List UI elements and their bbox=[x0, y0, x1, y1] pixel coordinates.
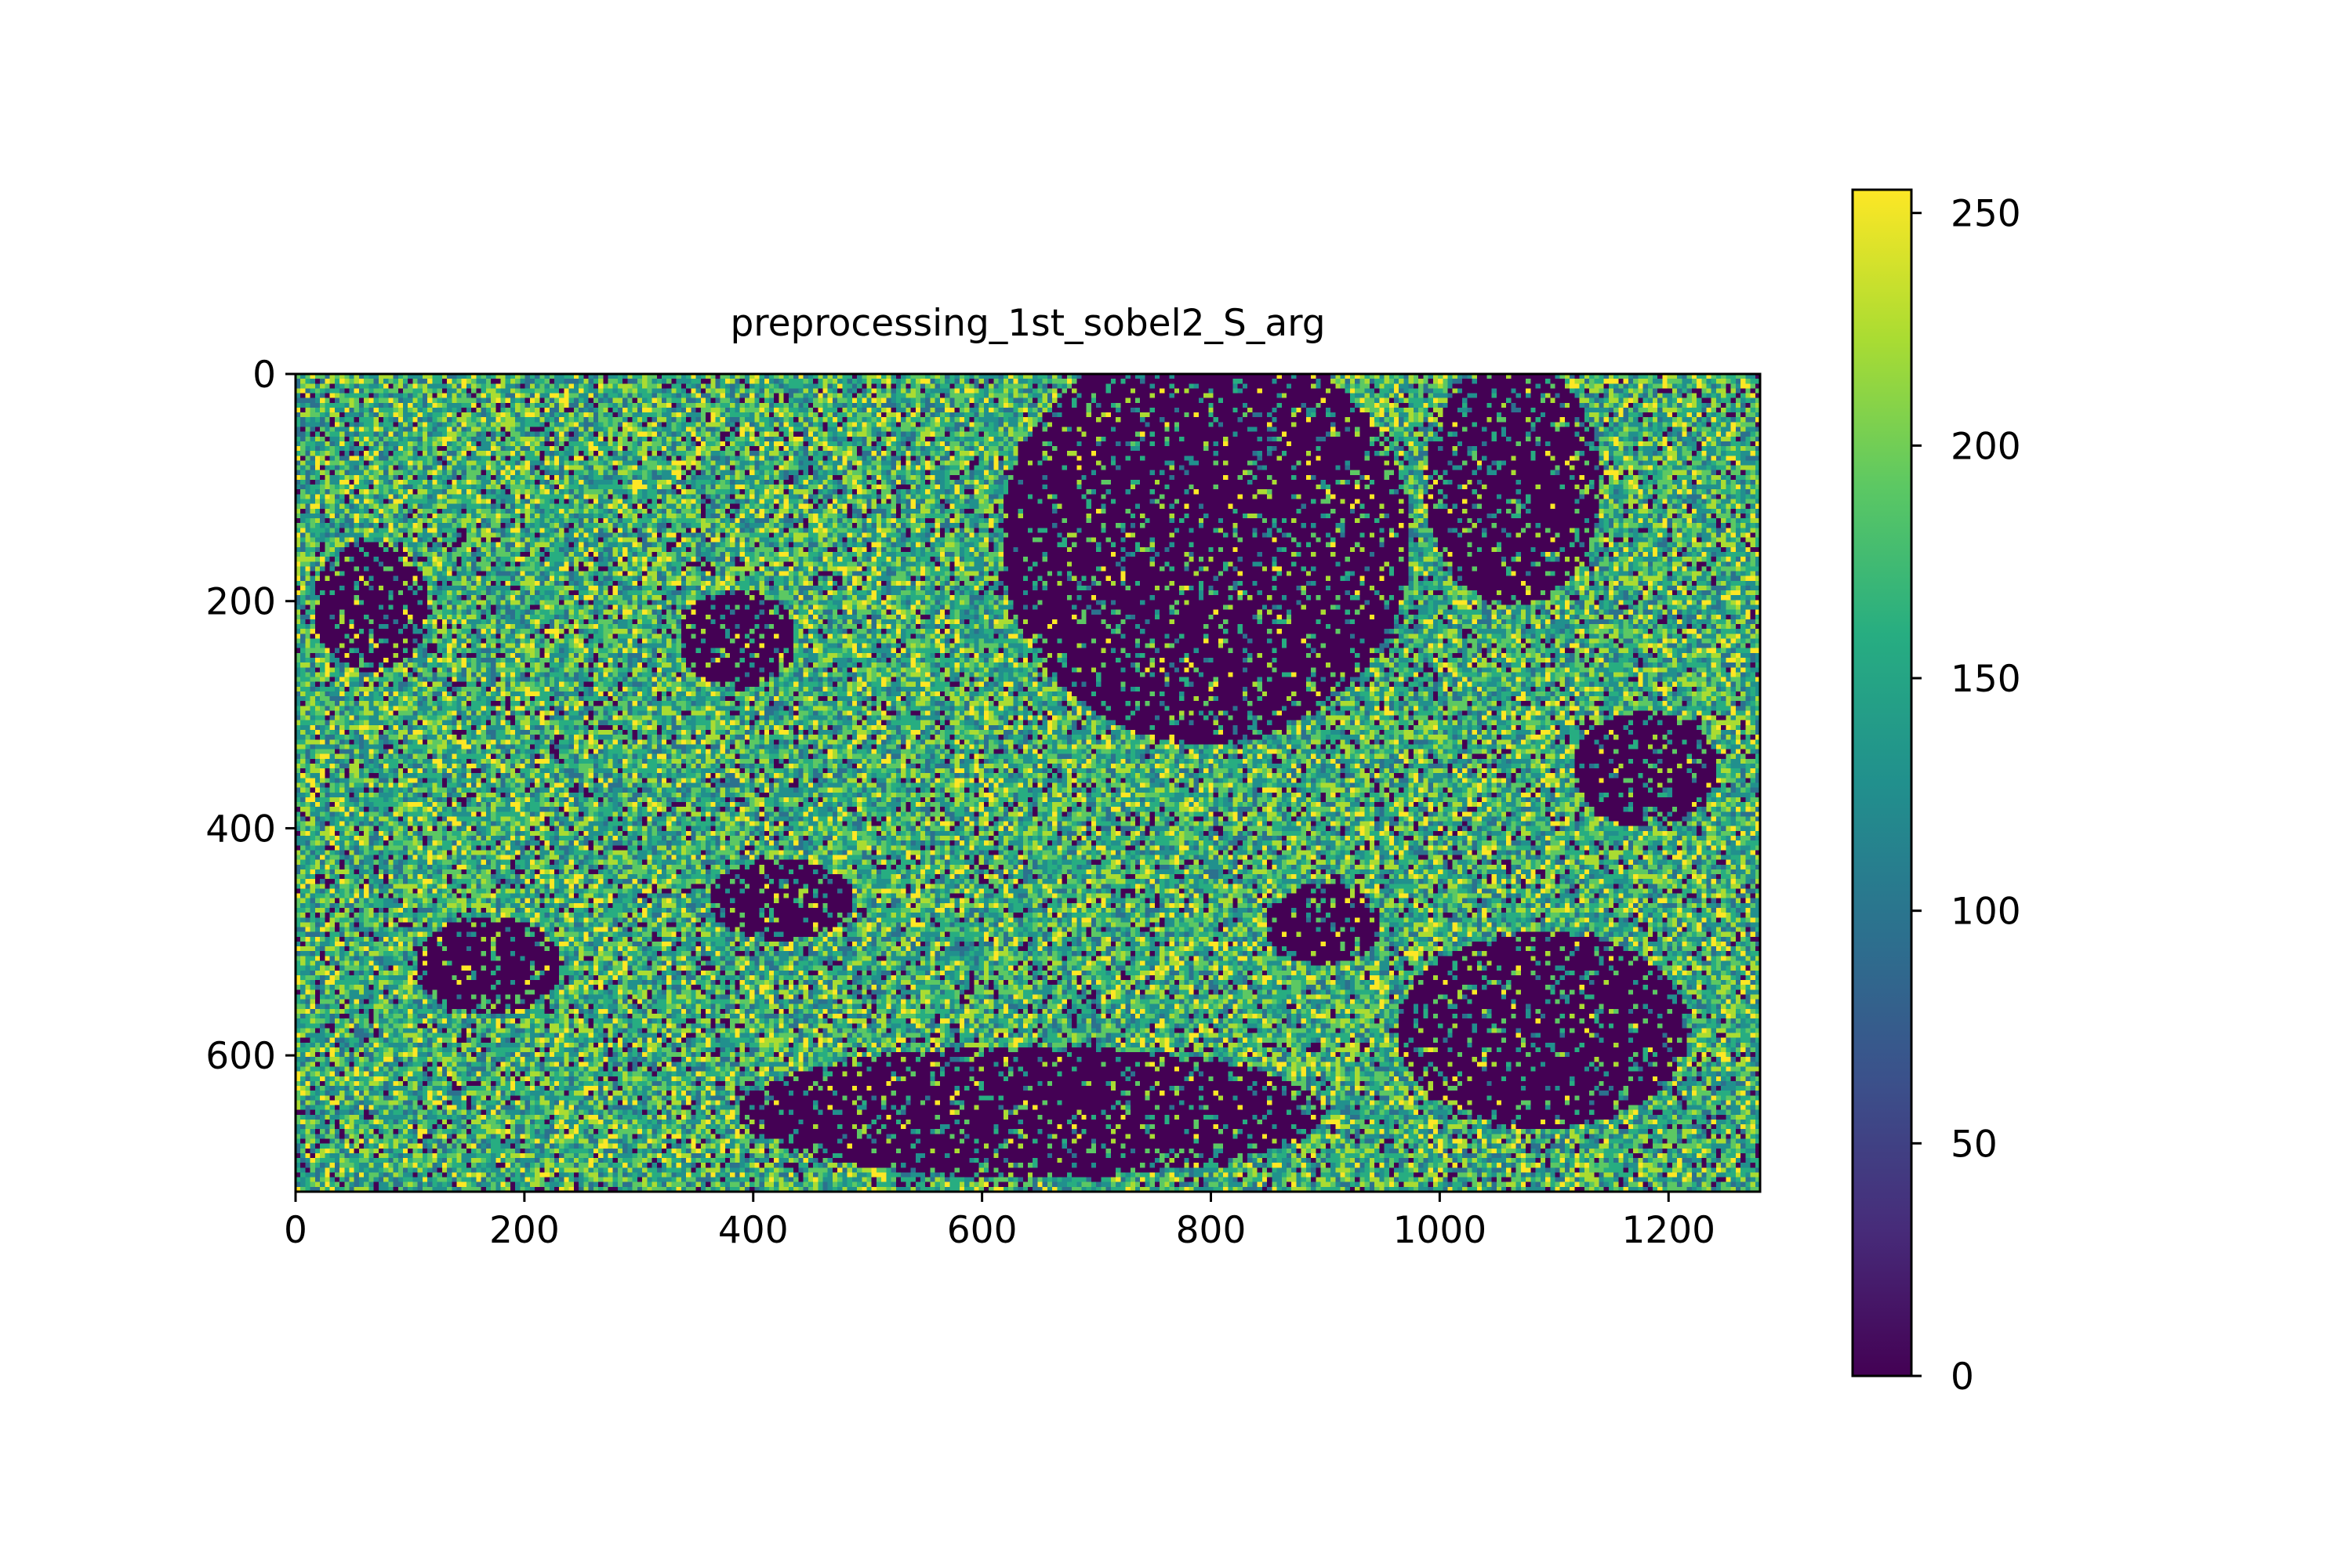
heatmap-image bbox=[296, 374, 1760, 1192]
x-tick-label: 600 bbox=[947, 1209, 1018, 1252]
colorbar-frame bbox=[1851, 188, 1913, 1377]
colorbar-tick-label: 100 bbox=[1951, 891, 2021, 934]
heatmap-pixels bbox=[296, 374, 1760, 1192]
x-tick-label: 1000 bbox=[1393, 1209, 1487, 1252]
chart-title: preprocessing_1st_sobel2_S_arg bbox=[730, 302, 1325, 345]
colorbar: 0 50 100 150 200 250 bbox=[1851, 188, 2021, 1399]
colorbar-tick-label: 250 bbox=[1951, 193, 2021, 236]
y-tick-label: 400 bbox=[205, 808, 276, 851]
y-axis: 0 200 400 600 bbox=[205, 354, 296, 1078]
plot-frame bbox=[294, 372, 1762, 1193]
y-tick-label: 0 bbox=[252, 354, 276, 397]
colorbar-tick-label: 150 bbox=[1951, 658, 2021, 701]
x-tick-label: 800 bbox=[1176, 1209, 1247, 1252]
x-axis: 0 200 400 600 800 1000 1200 bbox=[284, 1192, 1715, 1252]
x-tick-label: 0 bbox=[284, 1209, 307, 1252]
x-tick-label: 1200 bbox=[1621, 1209, 1715, 1252]
y-tick-label: 200 bbox=[205, 581, 276, 624]
colorbar-tick-label: 200 bbox=[1951, 425, 2021, 468]
colorbar-tick-label: 50 bbox=[1951, 1123, 1998, 1166]
y-tick-label: 600 bbox=[205, 1035, 276, 1078]
colorbar-tick-label: 0 bbox=[1951, 1356, 1974, 1399]
x-tick-label: 400 bbox=[718, 1209, 789, 1252]
colorbar-ticks: 0 50 100 150 200 250 bbox=[1911, 193, 2021, 1399]
x-tick-label: 200 bbox=[489, 1209, 560, 1252]
colorbar-gradient bbox=[1853, 190, 1911, 1376]
